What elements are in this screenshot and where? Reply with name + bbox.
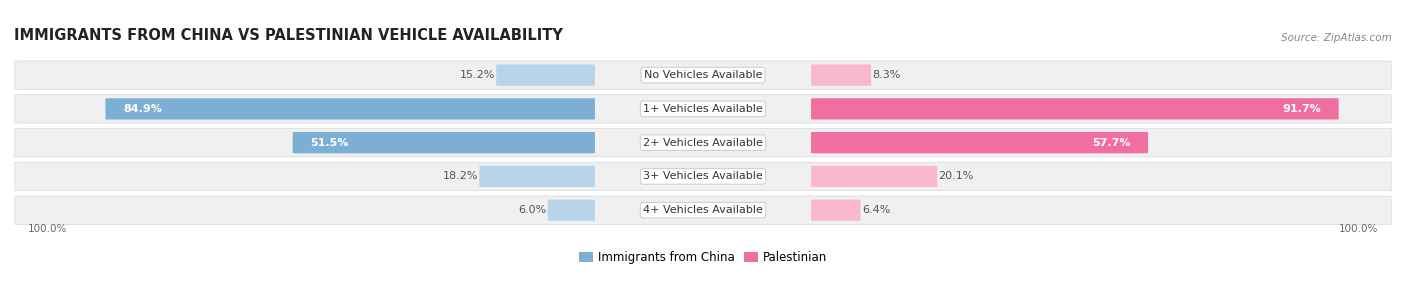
Text: 100.0%: 100.0%: [1339, 224, 1378, 234]
Text: 3+ Vehicles Available: 3+ Vehicles Available: [643, 171, 763, 181]
Legend: Immigrants from China, Palestinian: Immigrants from China, Palestinian: [574, 247, 832, 269]
Text: No Vehicles Available: No Vehicles Available: [644, 70, 762, 80]
Text: 6.0%: 6.0%: [519, 205, 547, 215]
FancyBboxPatch shape: [14, 196, 1392, 225]
Text: 8.3%: 8.3%: [873, 70, 901, 80]
Text: 20.1%: 20.1%: [939, 171, 974, 181]
Text: Source: ZipAtlas.com: Source: ZipAtlas.com: [1281, 33, 1392, 43]
Text: 100.0%: 100.0%: [28, 224, 67, 234]
Text: 15.2%: 15.2%: [460, 70, 495, 80]
FancyBboxPatch shape: [811, 166, 938, 187]
Text: 2+ Vehicles Available: 2+ Vehicles Available: [643, 138, 763, 148]
FancyBboxPatch shape: [14, 95, 1392, 123]
FancyBboxPatch shape: [105, 98, 595, 120]
Text: 4+ Vehicles Available: 4+ Vehicles Available: [643, 205, 763, 215]
FancyBboxPatch shape: [811, 200, 860, 221]
FancyBboxPatch shape: [14, 128, 1392, 157]
FancyBboxPatch shape: [496, 64, 595, 86]
Text: 57.7%: 57.7%: [1092, 138, 1130, 148]
Text: IMMIGRANTS FROM CHINA VS PALESTINIAN VEHICLE AVAILABILITY: IMMIGRANTS FROM CHINA VS PALESTINIAN VEH…: [14, 28, 562, 43]
FancyBboxPatch shape: [14, 61, 1392, 89]
FancyBboxPatch shape: [548, 200, 595, 221]
Text: 1+ Vehicles Available: 1+ Vehicles Available: [643, 104, 763, 114]
FancyBboxPatch shape: [811, 132, 1149, 153]
FancyBboxPatch shape: [479, 166, 595, 187]
FancyBboxPatch shape: [811, 98, 1339, 120]
FancyBboxPatch shape: [811, 64, 872, 86]
Text: 18.2%: 18.2%: [443, 171, 478, 181]
Text: 6.4%: 6.4%: [862, 205, 890, 215]
Text: 91.7%: 91.7%: [1282, 104, 1322, 114]
Text: 51.5%: 51.5%: [311, 138, 349, 148]
FancyBboxPatch shape: [14, 162, 1392, 190]
Text: 84.9%: 84.9%: [124, 104, 162, 114]
FancyBboxPatch shape: [292, 132, 595, 153]
